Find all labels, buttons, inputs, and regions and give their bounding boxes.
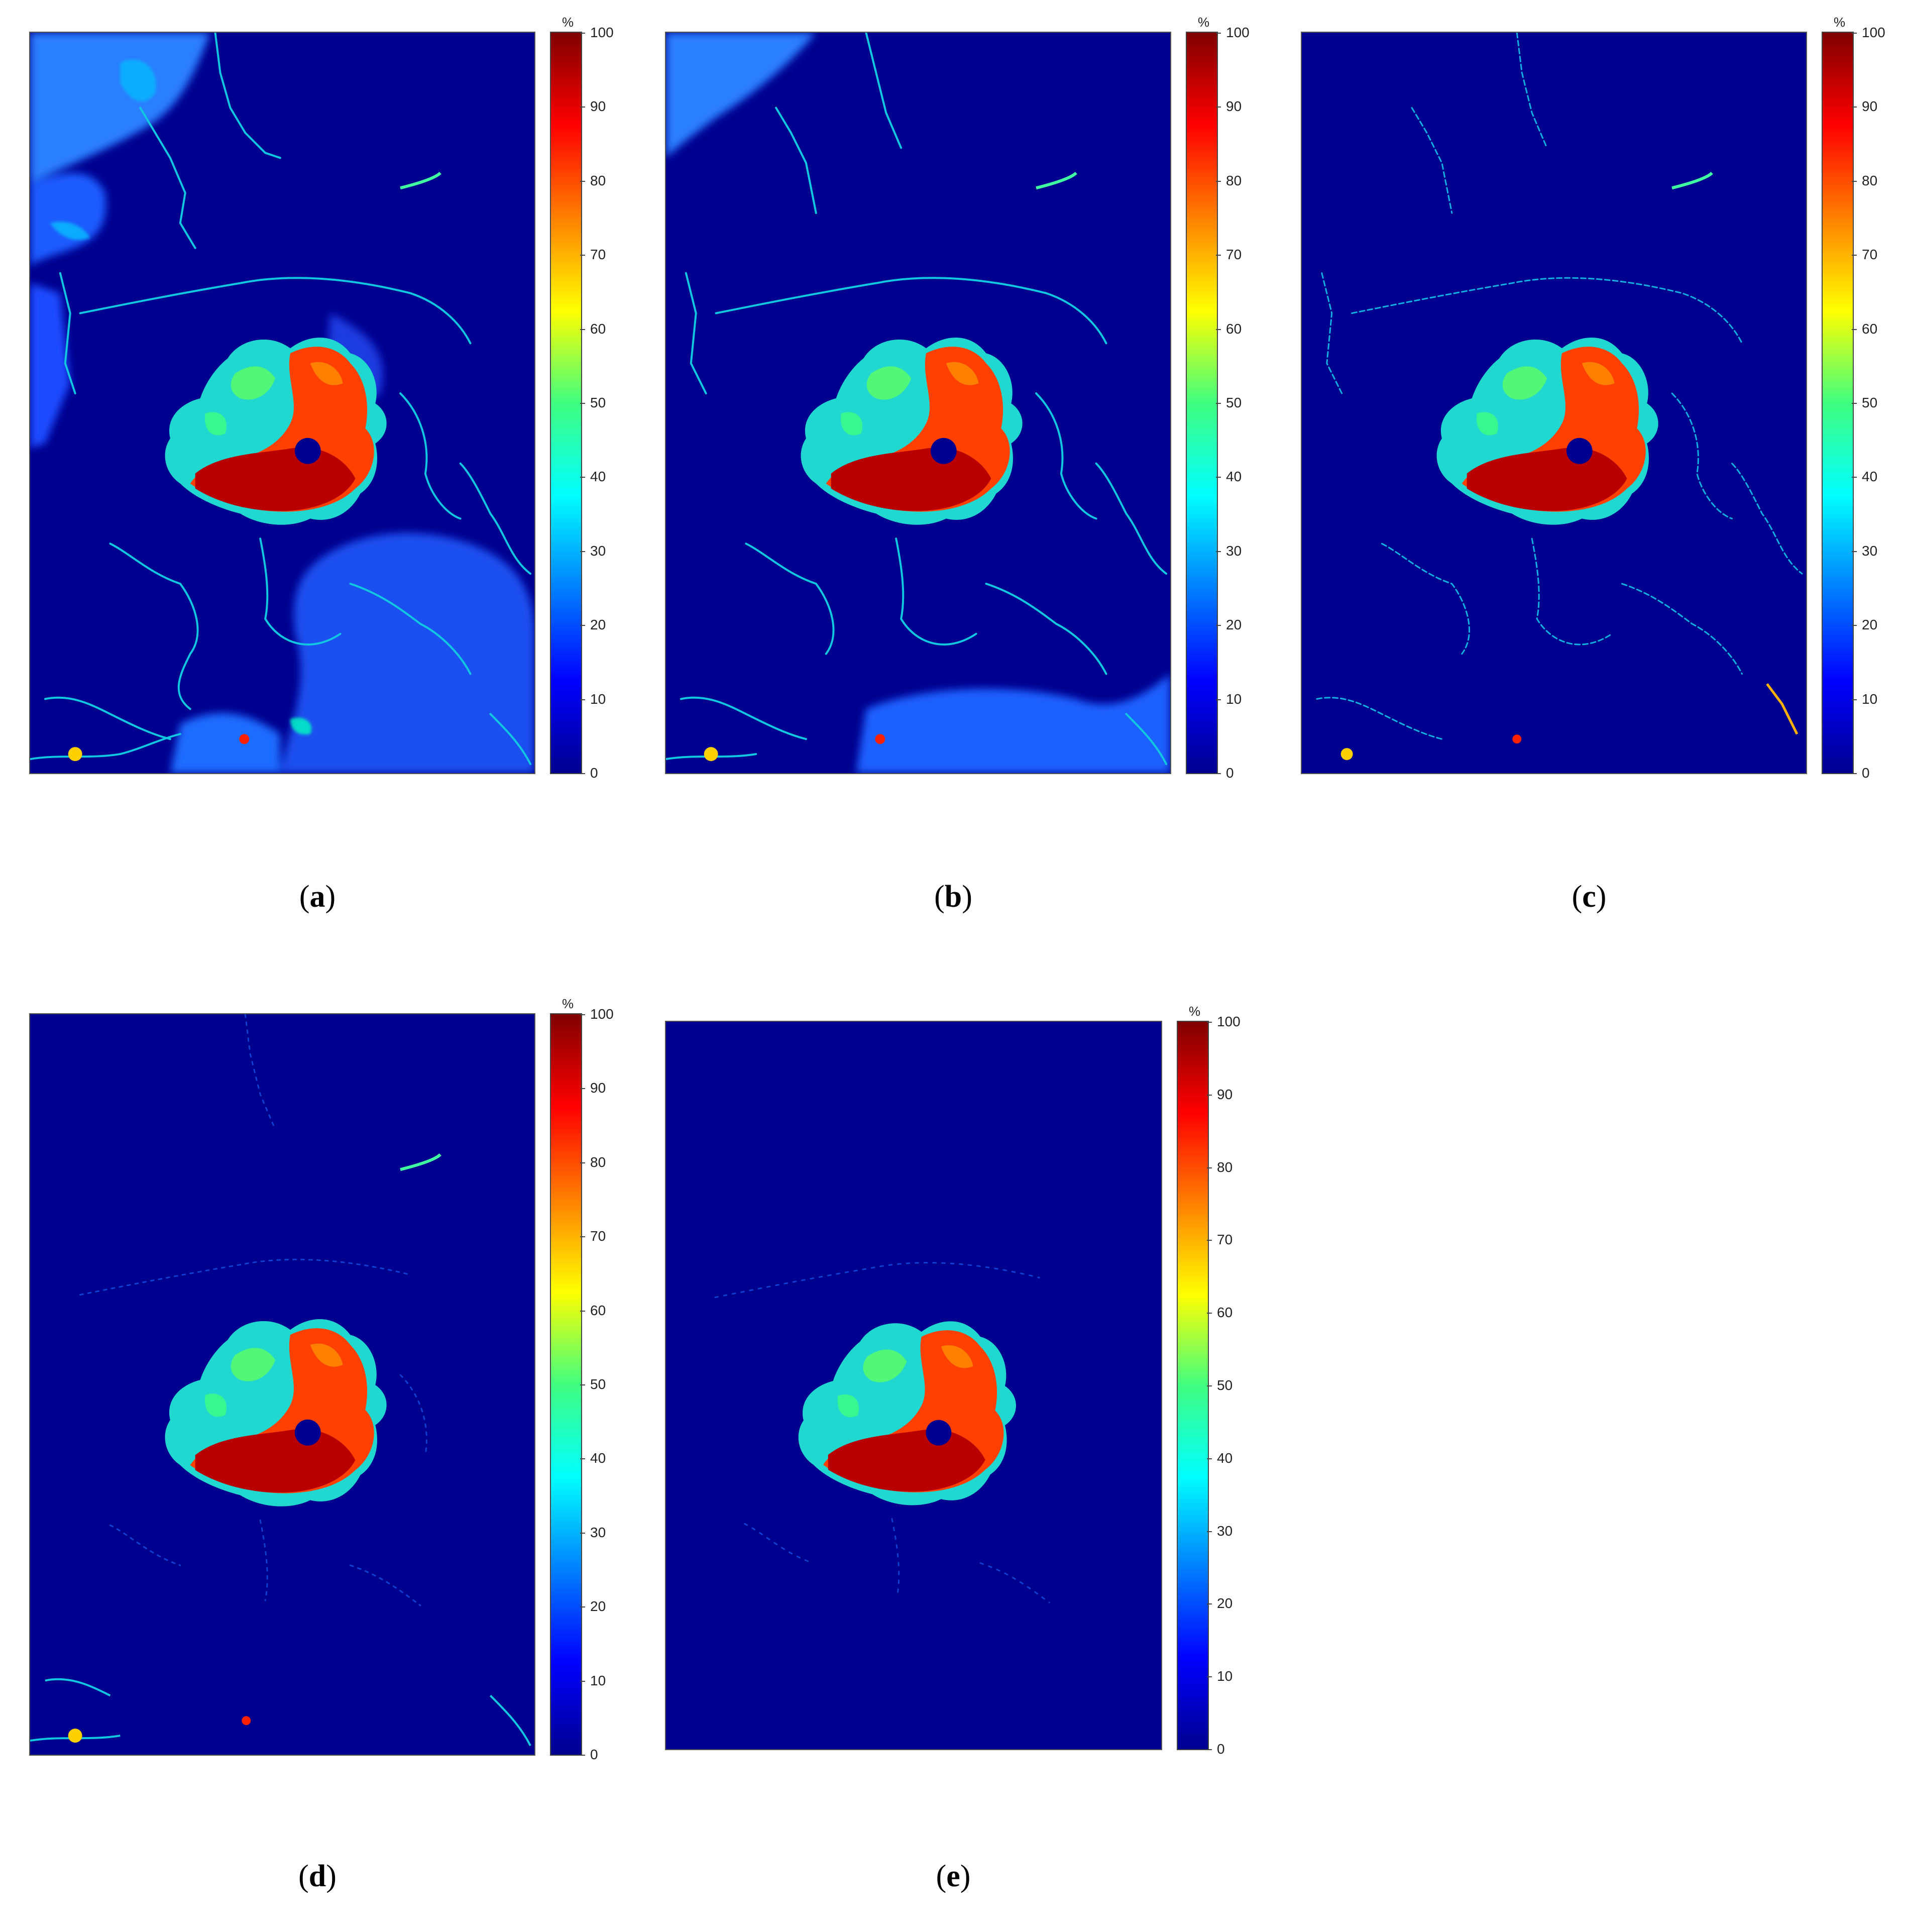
colorbar-tick: 90 <box>1851 98 1878 115</box>
colorbar-tick: 30 <box>580 543 606 559</box>
colorbar-a: % 100 90 80 70 60 50 40 30 20 10 0 <box>550 15 614 781</box>
panel-label-a: (a) <box>299 880 336 914</box>
colorbar-tick: 0 <box>580 765 598 781</box>
colorbar-tick: 80 <box>1851 172 1878 188</box>
colorbar-tick: 80 <box>1215 172 1242 188</box>
colorbar-tick: 100 <box>580 1006 614 1022</box>
panel-label-e: (e) <box>936 1859 971 1893</box>
colorbar-tick: 20 <box>1851 617 1878 633</box>
colorbar-tick: 60 <box>580 1302 606 1318</box>
colorbar-tick: 70 <box>1851 247 1878 263</box>
colorbar-tick: 50 <box>580 395 606 410</box>
colorbar-tick: 20 <box>580 1598 606 1615</box>
colorbar-c: % 100 90 80 70 60 50 40 30 20 10 0 <box>1822 15 1885 781</box>
colorbar-tick: 60 <box>1206 1305 1233 1321</box>
panel-label-b: (b) <box>934 880 972 914</box>
map-c <box>1301 32 1807 774</box>
colorbar-tick: 40 <box>1206 1450 1233 1466</box>
colorbar-tick: 70 <box>580 247 606 263</box>
colorbar-tick: 50 <box>1851 395 1878 410</box>
colorbar-tick: 40 <box>1851 469 1878 485</box>
colorbar-unit: % <box>562 15 574 30</box>
colorbar-tick: 100 <box>1852 25 1885 40</box>
map-b <box>665 32 1171 774</box>
colorbar-tick: 80 <box>580 172 606 188</box>
colorbar-tick: 20 <box>580 617 606 633</box>
colorbar-tick: 0 <box>1216 765 1234 781</box>
colorbar-tick: 50 <box>1206 1377 1233 1393</box>
colorbar-unit: % <box>562 996 574 1011</box>
map-d-artwork <box>30 1014 534 1755</box>
colorbar-tick: 90 <box>1206 1086 1233 1102</box>
map-e-artwork <box>666 1022 1161 1749</box>
colorbar-tick: 60 <box>1215 320 1242 337</box>
colorbar-tick: 100 <box>1216 25 1250 40</box>
colorbar-tick: 70 <box>1215 247 1242 263</box>
colorbar-tick: 50 <box>580 1376 606 1392</box>
colorbar-tick: 50 <box>1215 395 1242 410</box>
colorbar-tick: 30 <box>1206 1523 1233 1539</box>
colorbar-tick: 100 <box>1207 1014 1241 1029</box>
colorbar-tick: 90 <box>580 98 606 115</box>
colorbar-tick: 0 <box>1207 1741 1225 1757</box>
colorbar-tick: 60 <box>580 320 606 337</box>
colorbar-tick: 80 <box>580 1154 606 1170</box>
colorbar-tick: 20 <box>1206 1595 1233 1612</box>
map-a-artwork <box>30 33 534 773</box>
colorbar-d: % 100 90 80 70 60 50 40 30 20 10 0 <box>550 996 614 1762</box>
panel-label-d: (d) <box>298 1859 336 1893</box>
colorbar-tick: 10 <box>1206 1668 1233 1684</box>
colorbar-b: % 100 90 80 70 60 50 40 30 20 10 0 <box>1186 15 1250 781</box>
panel-label-c: (c) <box>1572 880 1607 914</box>
colorbar-tick: 90 <box>1215 98 1242 115</box>
colorbar-tick: 20 <box>1215 617 1242 633</box>
colorbar-tick: 30 <box>1215 543 1242 559</box>
colorbar-tick: 80 <box>1206 1159 1233 1175</box>
map-c-artwork <box>1302 33 1806 773</box>
colorbar-tick: 40 <box>1215 469 1242 485</box>
colorbar-unit: % <box>1834 15 1846 30</box>
colorbar-tick: 10 <box>580 1672 606 1688</box>
colorbar-tick: 10 <box>1215 691 1242 707</box>
map-d <box>29 1013 535 1756</box>
colorbar-tick: 60 <box>1851 320 1878 337</box>
map-b-artwork <box>666 33 1170 773</box>
colorbar-tick: 0 <box>580 1747 598 1762</box>
colorbar-tick: 90 <box>580 1080 606 1096</box>
colorbar-unit: % <box>1189 1004 1201 1019</box>
map-e <box>665 1021 1162 1750</box>
colorbar-tick: 40 <box>580 1450 606 1466</box>
colorbar-tick: 100 <box>580 25 614 40</box>
colorbar-tick: 70 <box>1206 1232 1233 1248</box>
colorbar-tick: 10 <box>580 691 606 707</box>
colorbar-tick: 0 <box>1852 765 1870 781</box>
colorbar-tick: 30 <box>1851 543 1878 559</box>
map-a <box>29 32 535 774</box>
colorbar-tick: 30 <box>580 1524 606 1540</box>
colorbar-tick: 10 <box>1851 691 1878 707</box>
colorbar-e: % 100 90 80 70 60 50 40 30 20 10 0 <box>1177 1004 1241 1757</box>
colorbar-tick: 70 <box>580 1228 606 1244</box>
colorbar-tick: 40 <box>580 469 606 485</box>
colorbar-unit: % <box>1198 15 1210 30</box>
